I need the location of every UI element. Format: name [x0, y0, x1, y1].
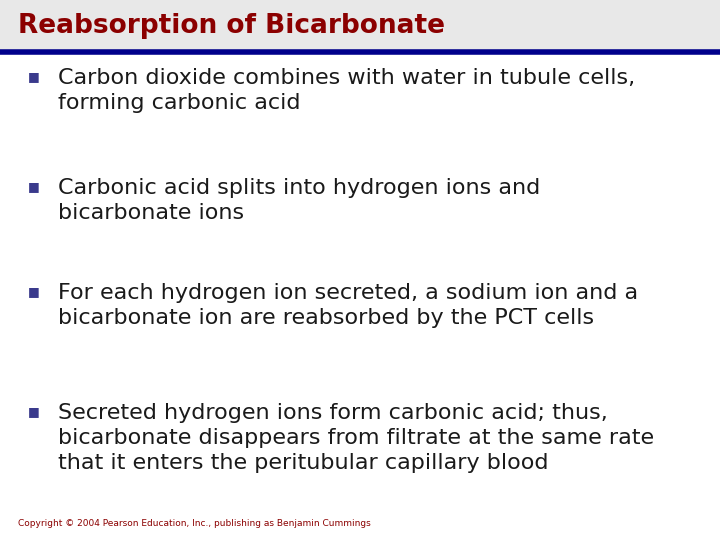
Text: ■: ■: [28, 70, 40, 83]
Bar: [0, 0, 720, 52]
Text: Copyright © 2004 Pearson Education, Inc., publishing as Benjamin Cummings: Copyright © 2004 Pearson Education, Inc.…: [18, 519, 371, 528]
Text: For each hydrogen ion secreted, a sodium ion and a
bicarbonate ion are reabsorbe: For each hydrogen ion secreted, a sodium…: [58, 283, 638, 328]
Text: ■: ■: [28, 405, 40, 418]
Text: Reabsorption of Bicarbonate: Reabsorption of Bicarbonate: [18, 13, 445, 39]
Text: Secreted hydrogen ions form carbonic acid; thus,
bicarbonate disappears from fil: Secreted hydrogen ions form carbonic aci…: [58, 403, 654, 472]
Text: Carbonic acid splits into hydrogen ions and
bicarbonate ions: Carbonic acid splits into hydrogen ions …: [58, 178, 540, 223]
Text: ■: ■: [28, 285, 40, 298]
Text: ■: ■: [28, 180, 40, 193]
Text: Carbon dioxide combines with water in tubule cells,
forming carbonic acid: Carbon dioxide combines with water in tu…: [58, 68, 635, 113]
